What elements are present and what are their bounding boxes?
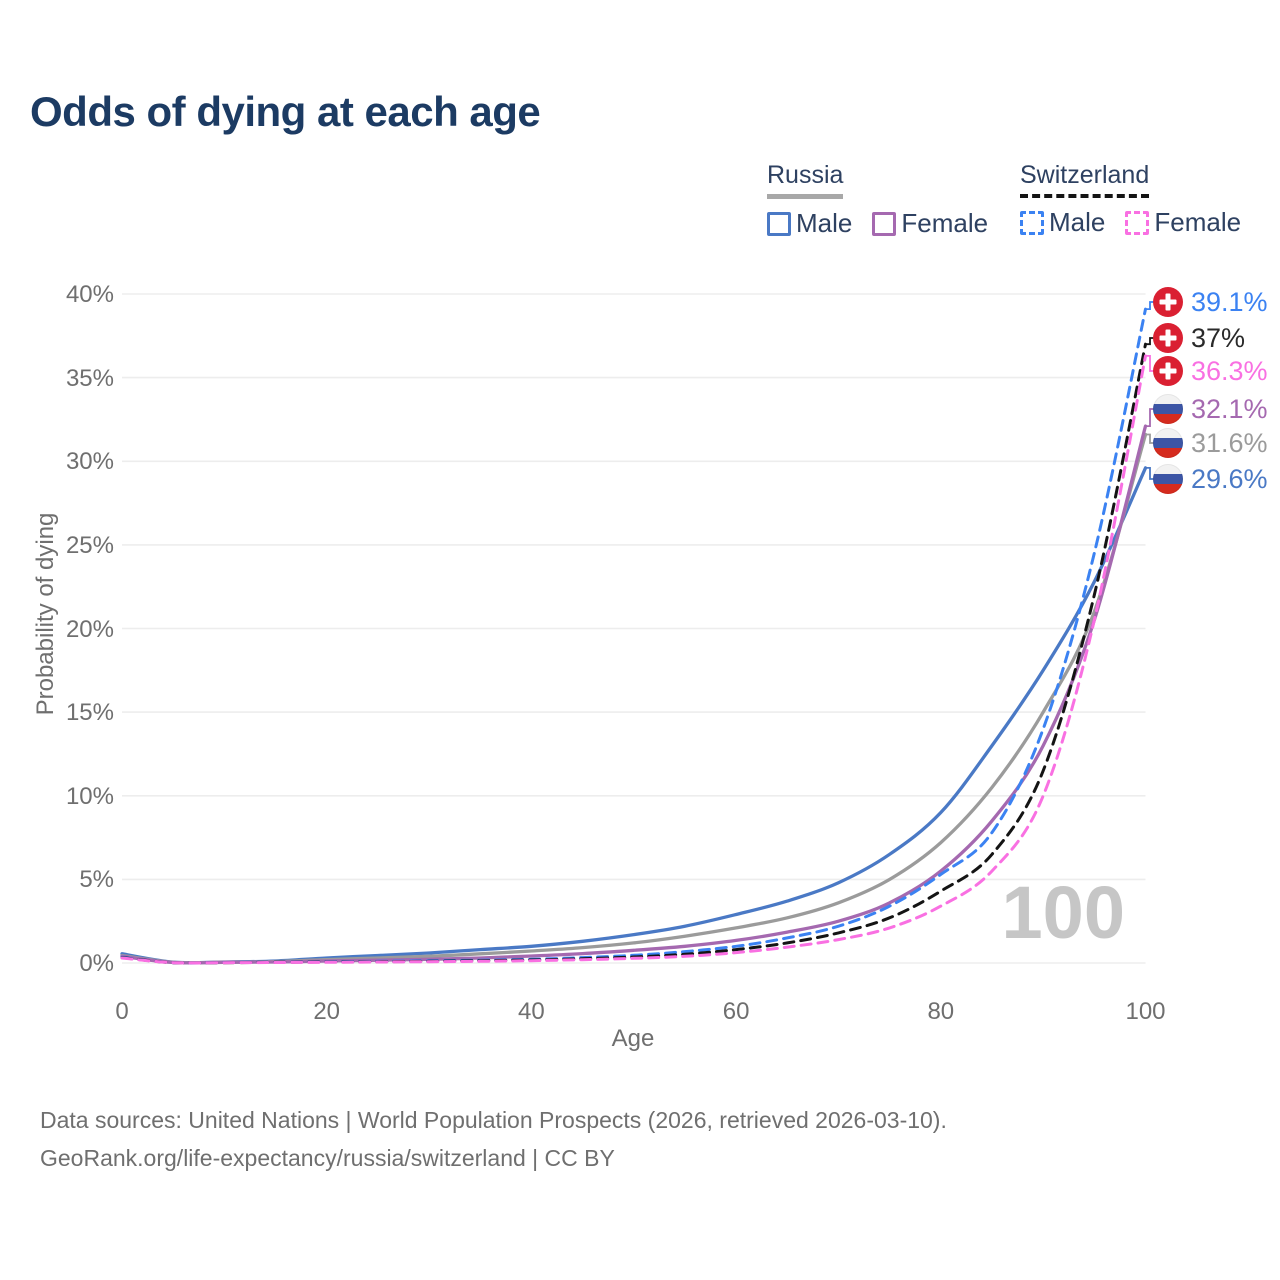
switzerland-flag-icon (1153, 287, 1183, 317)
x-tick-label: 20 (313, 998, 341, 1025)
legend-label-russia-female: Female (901, 208, 989, 238)
y-tick-label: 10% (65, 782, 114, 810)
x-tick-label: 60 (722, 998, 750, 1025)
legend-swatch-russia-male (767, 211, 791, 236)
legend-group-russia: Russia Male Female (767, 161, 988, 239)
end-label-russia-female: 32.1% (1153, 393, 1268, 425)
legend-label-switzerland-male: Male (1049, 207, 1106, 237)
x-tick-label: 100 (1125, 998, 1166, 1025)
end-label-switzerland: 37% (1153, 322, 1245, 354)
end-label-russia-male: 29.6% (1153, 463, 1268, 495)
switzerland-flag-icon (1153, 323, 1183, 353)
x-axis-title: Age (611, 1025, 655, 1052)
legend-toggle-russia-male[interactable]: Male (767, 208, 852, 239)
x-tick-label: 80 (927, 998, 955, 1025)
end-label-switzerland-female: 36.3% (1153, 355, 1268, 387)
attribution-text: GeoRank.org/life-expectancy/russia/switz… (40, 1145, 615, 1171)
legend-country-russia: Russia (767, 161, 844, 199)
end-label-value: 37% (1191, 322, 1246, 353)
legend-swatch-switzerland-male (1020, 210, 1044, 235)
russia-flag-icon (1153, 464, 1183, 494)
legend-toggle-switzerland-male[interactable]: Male (1020, 207, 1105, 238)
legend-label-russia-male: Male (796, 208, 853, 238)
legend-toggle-russia-female[interactable]: Female (872, 208, 988, 239)
y-tick-label: 40% (65, 281, 114, 308)
end-label-connector (1145, 337, 1154, 346)
end-label-connector (1145, 408, 1154, 427)
end-label-value: 31.6% (1191, 427, 1268, 458)
end-label-russia: 31.6% (1153, 427, 1268, 459)
y-tick-label: 20% (65, 615, 114, 643)
x-tick-label: 40 (518, 998, 545, 1025)
legend-label-switzerland-female: Female (1154, 207, 1242, 237)
legend-swatch-switzerland-female (1125, 210, 1150, 235)
y-tick-label: 30% (65, 448, 114, 476)
y-tick-label: 15% (65, 699, 114, 727)
hovered-age-watermark: 100 (1001, 871, 1125, 954)
end-label-switzerland-male: 39.1% (1153, 286, 1268, 318)
end-label-value: 32.1% (1191, 393, 1268, 424)
legend-group-switzerland: Switzerland Male Female (1020, 161, 1241, 238)
page-title: Odds of dying at each age (30, 88, 541, 135)
legend-swatch-russia-female (872, 211, 897, 236)
series-line-russia-female (120, 424, 1148, 965)
y-tick-label: 35% (65, 364, 114, 392)
legend-country-switzerland: Switzerland (1020, 161, 1150, 198)
end-label-connector (1145, 355, 1154, 372)
x-tick-label: 0 (115, 998, 129, 1025)
data-source-text: Data sources: United Nations | World Pop… (40, 1107, 947, 1133)
end-label-connector (1145, 467, 1154, 480)
end-label-connector (1145, 433, 1154, 444)
russia-flag-icon (1153, 428, 1183, 458)
legend-toggle-switzerland-female[interactable]: Female (1125, 207, 1241, 238)
russia-flag-icon (1153, 394, 1183, 424)
y-tick-label: 0% (79, 950, 114, 977)
end-label-connector (1145, 301, 1154, 310)
switzerland-flag-icon (1153, 356, 1183, 386)
plot-area[interactable] (122, 294, 1146, 963)
y-tick-label: 5% (79, 866, 114, 894)
end-label-value: 39.1% (1191, 286, 1268, 317)
series-line-switzerland-female (120, 354, 1147, 965)
end-label-value: 36.3% (1191, 355, 1268, 386)
end-label-value: 29.6% (1191, 463, 1268, 494)
y-tick-label: 25% (65, 531, 114, 559)
